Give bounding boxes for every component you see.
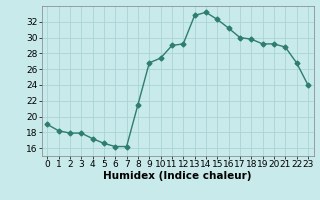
X-axis label: Humidex (Indice chaleur): Humidex (Indice chaleur) (103, 171, 252, 181)
